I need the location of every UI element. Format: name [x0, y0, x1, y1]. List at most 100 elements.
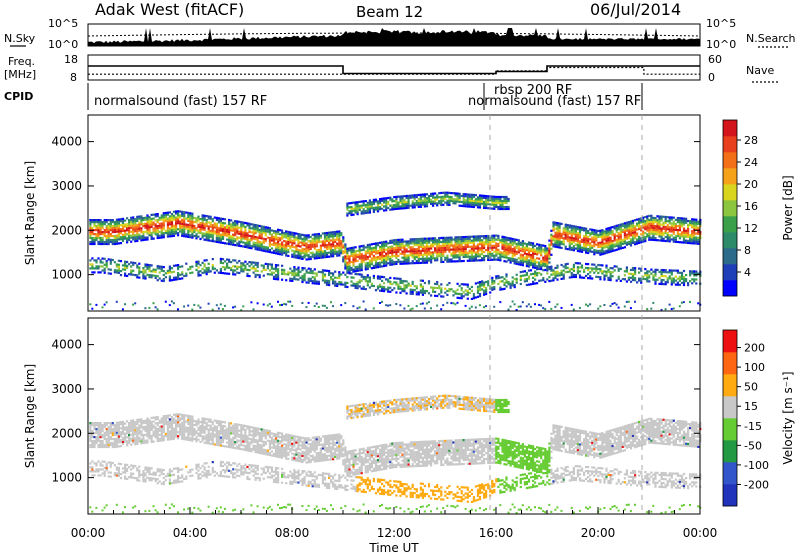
power-cell [580, 276, 584, 279]
power-cell [352, 209, 355, 212]
power-cell [236, 244, 239, 247]
power-cell [150, 233, 153, 236]
power-cell [207, 239, 210, 242]
power-cell [427, 282, 431, 285]
power-cell [368, 263, 371, 266]
power-cell [238, 226, 241, 229]
power-cell [583, 227, 586, 230]
power-cell [505, 275, 508, 278]
power-cell [682, 269, 686, 273]
power-cell [101, 236, 104, 240]
power-cell [379, 302, 381, 304]
power-cell [483, 281, 486, 284]
power-cell [323, 304, 326, 307]
power-cell [397, 201, 400, 204]
power-cell [362, 285, 365, 288]
power-cell [168, 233, 171, 236]
power-cell [325, 239, 329, 243]
power-cell [427, 201, 431, 204]
y-tick-label: 4000 [51, 135, 82, 149]
power-cell [183, 219, 186, 222]
power-cell [346, 251, 349, 254]
power-cell [230, 268, 233, 272]
power-cell [393, 208, 396, 211]
power-cell [525, 245, 528, 248]
power-cell [313, 276, 316, 279]
power-cell [103, 233, 106, 236]
power-cell [307, 267, 310, 270]
power-cell [132, 261, 135, 264]
power-cell [595, 239, 598, 242]
power-cell [532, 248, 535, 251]
power-cell [499, 203, 502, 207]
power-cell [283, 240, 286, 243]
power-cell [319, 234, 322, 237]
power-cell [103, 271, 106, 274]
power-cell [360, 257, 363, 260]
power-cell [301, 251, 304, 254]
power-cell [519, 249, 522, 252]
power-cell [368, 278, 371, 281]
power-cell [126, 241, 129, 244]
power-cell [232, 225, 235, 228]
power-cell [603, 276, 606, 279]
power-colorbar-label: Power [dB] [781, 175, 795, 240]
power-cell [350, 205, 353, 209]
power-cell [627, 221, 630, 224]
power-cell [330, 253, 333, 256]
power-cell [419, 261, 422, 264]
power-cell [121, 308, 124, 311]
power-cell [687, 223, 690, 226]
power-cell [299, 257, 302, 260]
power-cell [344, 257, 347, 260]
power-cell [562, 239, 565, 242]
power-cell [625, 266, 628, 269]
power-cell [360, 206, 363, 209]
power-cell [505, 254, 508, 257]
power-cell [364, 256, 367, 259]
power-cell [246, 240, 249, 243]
power-cell [650, 214, 653, 217]
power-cell [119, 238, 123, 241]
cpid-label: CPID [4, 90, 33, 103]
power-cell [242, 245, 245, 248]
power-cell [360, 279, 363, 282]
power-cell [385, 209, 388, 212]
power-cell [411, 262, 414, 265]
power-cell [631, 227, 635, 230]
power-cell [544, 257, 547, 260]
power-cell [505, 242, 508, 245]
velocity-cell [91, 439, 94, 443]
power-cell [554, 237, 557, 240]
power-cell [223, 226, 227, 229]
power-cell [132, 269, 135, 272]
power-cell [417, 239, 420, 243]
power-cell [170, 271, 174, 274]
power-cell [648, 274, 651, 277]
power-cell [597, 271, 600, 275]
power-cell [534, 250, 537, 253]
power-cell [381, 261, 384, 264]
power-cell [580, 238, 584, 241]
power-cell [478, 235, 482, 238]
power-cell [379, 283, 382, 286]
power-cell [448, 236, 451, 239]
power-cell [140, 215, 143, 218]
power-cell [105, 260, 108, 263]
power-cell [230, 241, 233, 244]
power-cell [689, 234, 692, 237]
power-cell [270, 271, 273, 274]
power-cell [124, 262, 127, 265]
power-cell [489, 240, 492, 243]
power-cell [664, 225, 667, 229]
power-cell [611, 275, 614, 278]
power-cell [191, 212, 194, 215]
power-cell [260, 231, 263, 234]
power-cell [440, 191, 443, 195]
power-cell [438, 293, 441, 296]
power-cell [617, 236, 620, 239]
power-cell [540, 260, 543, 263]
power-cell [648, 226, 651, 229]
power-cell [301, 268, 304, 272]
power-cell [462, 245, 465, 249]
